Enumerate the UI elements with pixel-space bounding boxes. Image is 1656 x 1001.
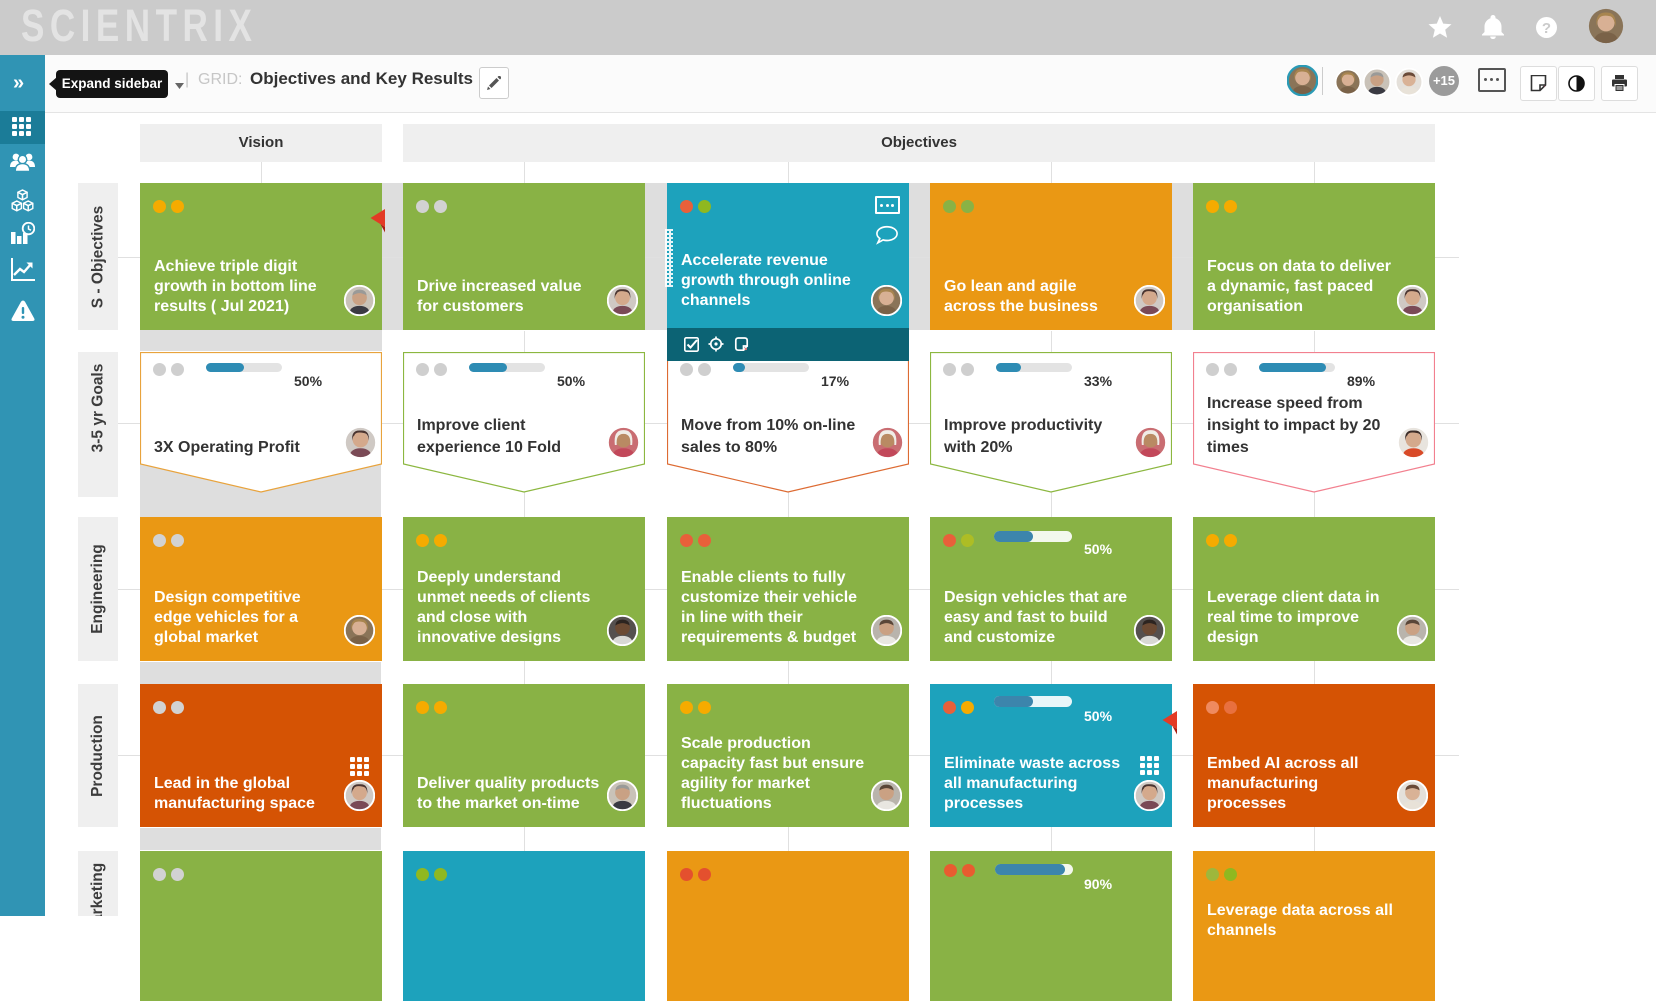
svg-text:?: ? <box>1542 20 1551 37</box>
